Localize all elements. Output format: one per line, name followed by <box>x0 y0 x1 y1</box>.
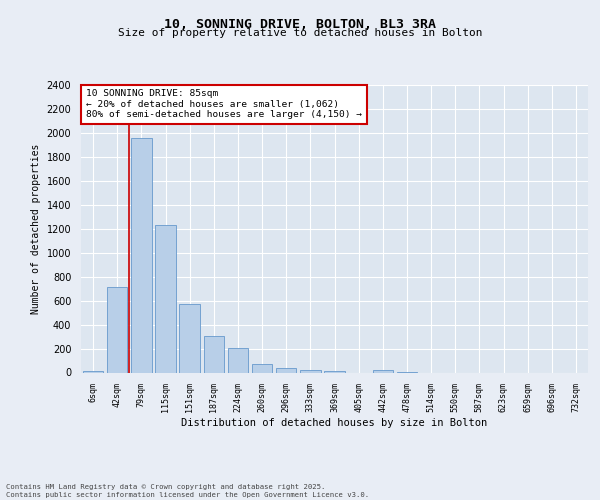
Bar <box>300 370 320 372</box>
Text: Size of property relative to detached houses in Bolton: Size of property relative to detached ho… <box>118 28 482 38</box>
Bar <box>276 368 296 372</box>
Y-axis label: Number of detached properties: Number of detached properties <box>31 144 41 314</box>
Bar <box>179 304 200 372</box>
Bar <box>373 370 393 372</box>
Bar <box>252 364 272 372</box>
Bar <box>155 224 176 372</box>
Bar <box>107 288 127 372</box>
Text: Contains HM Land Registry data © Crown copyright and database right 2025.
Contai: Contains HM Land Registry data © Crown c… <box>6 484 369 498</box>
Text: 10, SONNING DRIVE, BOLTON, BL3 3RA: 10, SONNING DRIVE, BOLTON, BL3 3RA <box>164 18 436 30</box>
Bar <box>203 336 224 372</box>
Bar <box>227 348 248 372</box>
Text: 10 SONNING DRIVE: 85sqm
← 20% of detached houses are smaller (1,062)
80% of semi: 10 SONNING DRIVE: 85sqm ← 20% of detache… <box>86 90 362 119</box>
X-axis label: Distribution of detached houses by size in Bolton: Distribution of detached houses by size … <box>181 418 488 428</box>
Bar <box>131 138 152 372</box>
